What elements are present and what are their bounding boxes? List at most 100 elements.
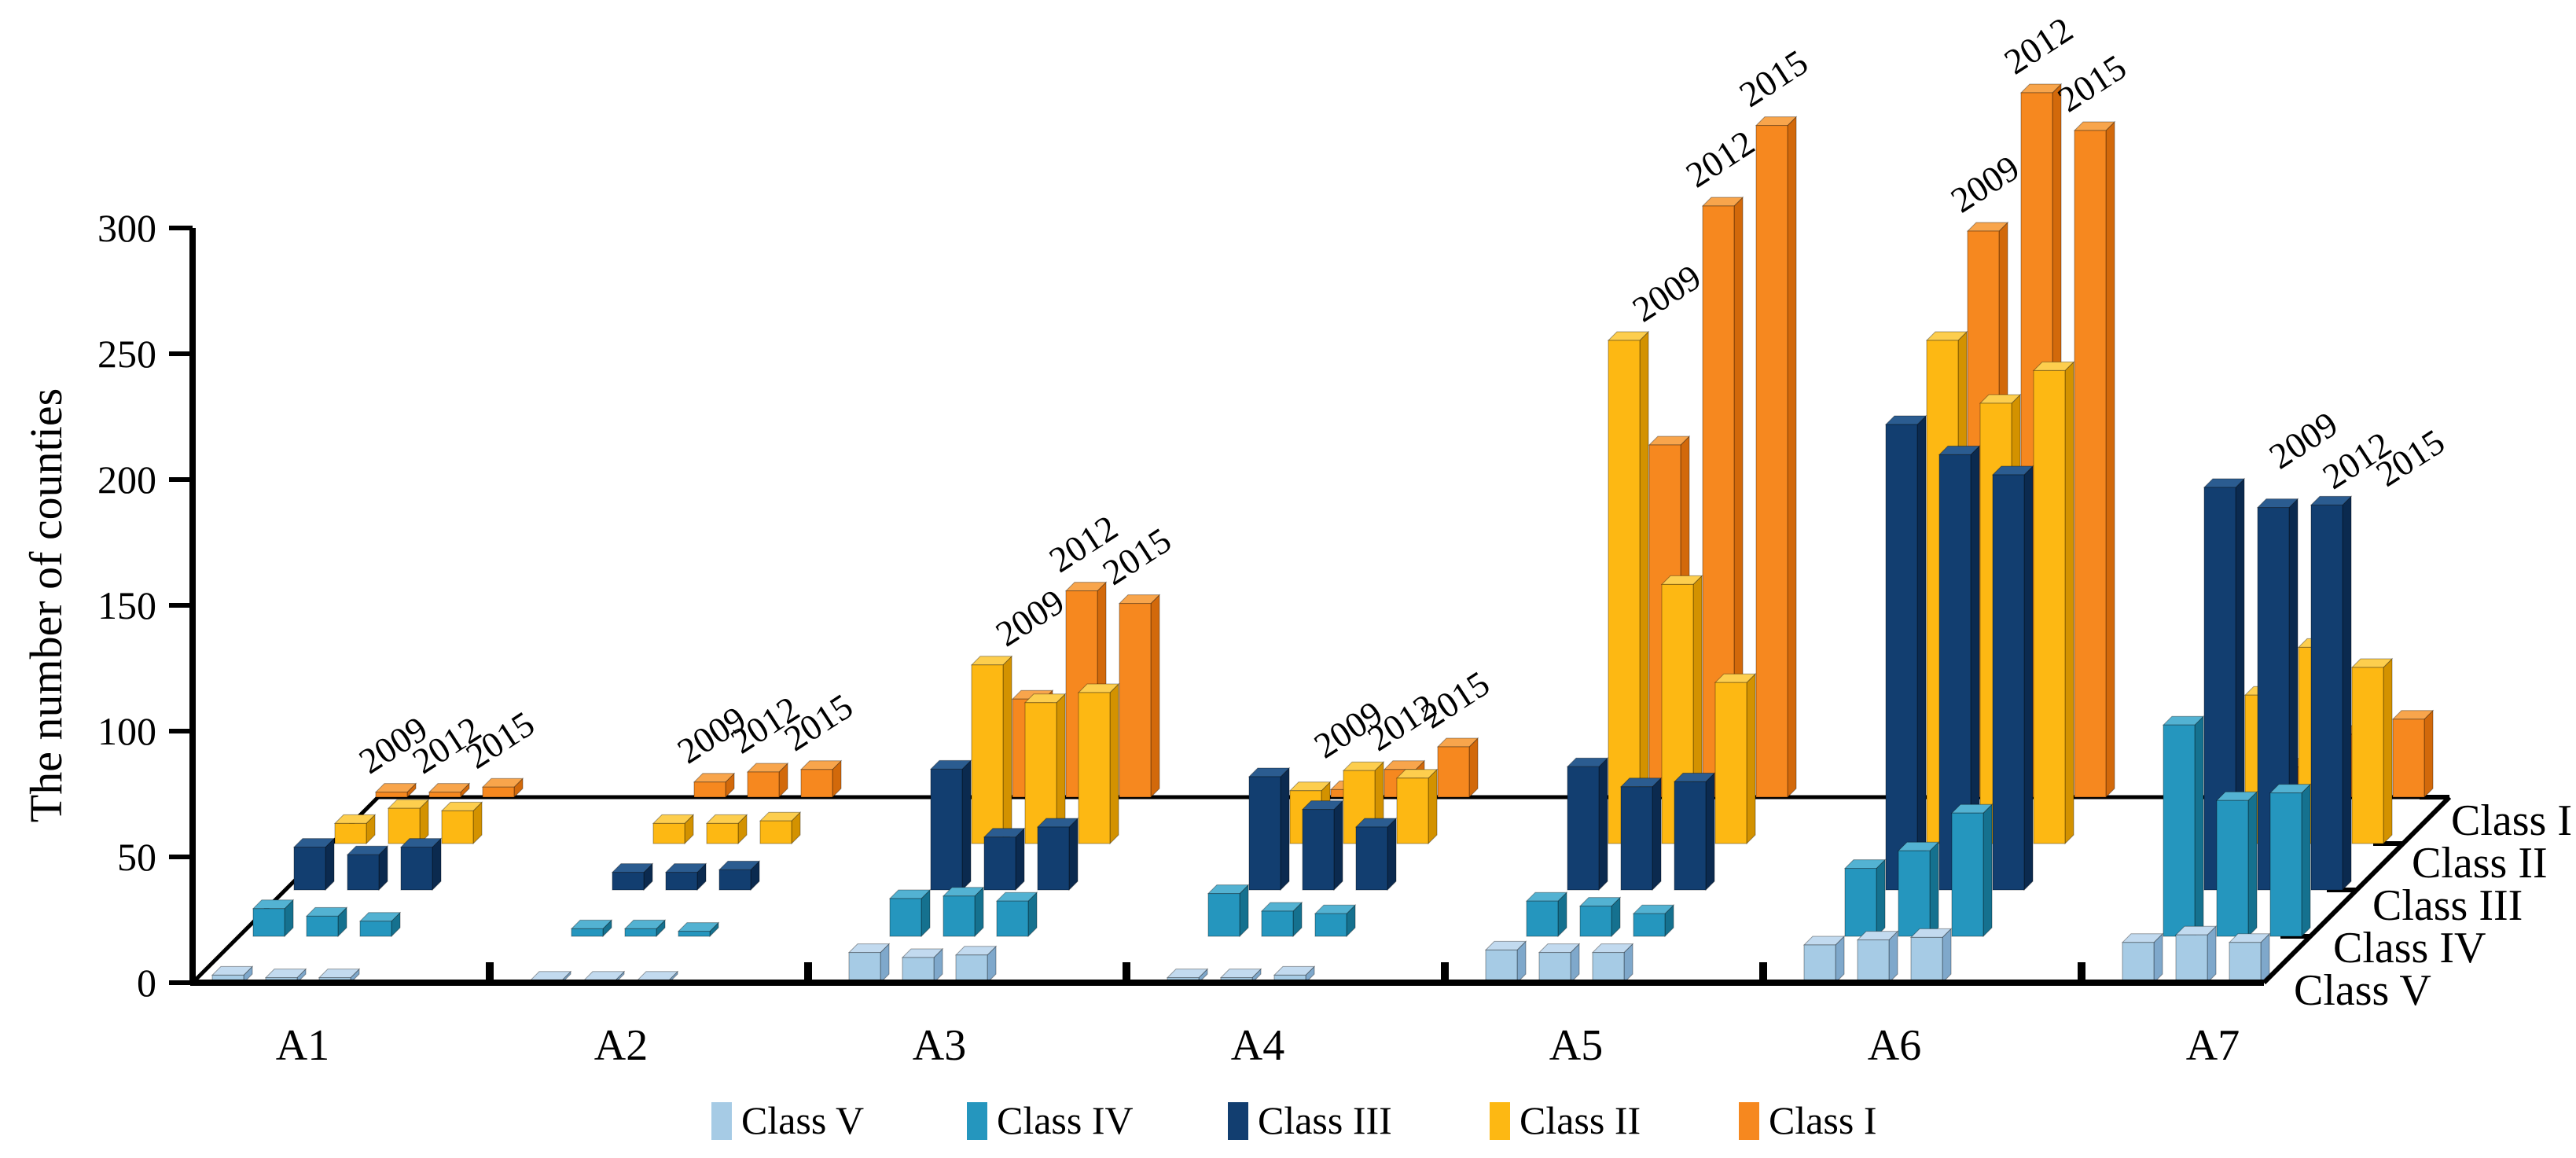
bar-front-face xyxy=(1437,746,1470,798)
bar-front-face xyxy=(2310,504,2343,891)
bar-front-face xyxy=(983,836,1016,891)
bar-A4-classv-2015 xyxy=(1273,965,1316,984)
bar-side-face xyxy=(2247,790,2258,938)
year-label-A6-2012: 2012 xyxy=(1997,9,2080,83)
legend-item-classv: Class V xyxy=(711,1098,864,1142)
bar-front-face xyxy=(1620,786,1653,891)
group-separator-tick xyxy=(1759,962,1767,983)
bar-front-face xyxy=(1207,893,1240,937)
legend-item-classi: Class I xyxy=(1739,1098,1877,1142)
bar-A5-classiii-2012 xyxy=(1619,777,1663,891)
bar-A2-classiv-2012 xyxy=(623,919,667,938)
bar-front-face xyxy=(678,931,711,937)
bar-side-face xyxy=(1109,682,1119,845)
bar-front-face xyxy=(2122,942,2155,983)
bar-front-face xyxy=(1396,778,1429,844)
bar-A7-classiv-2012 xyxy=(2215,790,2258,938)
bar-front-face xyxy=(1844,868,1877,937)
bar-A2-classiii-2015 xyxy=(718,860,761,891)
bar-A3-classv-2009 xyxy=(847,943,891,984)
group-label-A1: A1 xyxy=(276,1021,329,1070)
bar-side-face xyxy=(1002,655,1012,845)
group-label-A7: A7 xyxy=(2186,1021,2240,1070)
bar-A3-classiv-2015 xyxy=(995,891,1038,938)
group-separator-tick xyxy=(1441,962,1449,983)
bar-A7-classiv-2009 xyxy=(2162,715,2205,938)
bar-A2-classi-2015 xyxy=(799,759,843,799)
bar-side-face xyxy=(1705,772,1715,891)
bar-front-face xyxy=(1355,826,1388,891)
bar-A5-classii-2009 xyxy=(1607,330,1650,845)
bar-A3-classiv-2009 xyxy=(888,888,932,938)
bar-A3-classi-2015 xyxy=(1118,594,1161,799)
bar-A4-classiii-2012 xyxy=(1301,800,1344,891)
y-tick-label: 250 xyxy=(97,332,156,376)
group-label-A3: A3 xyxy=(913,1021,966,1070)
bar-A1-classi-2009 xyxy=(374,782,417,799)
bar-A3-classii-2015 xyxy=(1077,682,1120,845)
bar-A5-classii-2015 xyxy=(1714,672,1757,845)
bar-front-face xyxy=(2351,667,2384,844)
legend-label: Class I xyxy=(1769,1098,1877,1142)
bar-front-face xyxy=(1898,850,1931,937)
y-tick-label: 0 xyxy=(137,961,156,1005)
bar-front-face xyxy=(1314,913,1347,937)
bar-front-face xyxy=(747,771,780,798)
bar-A4-classiv-2009 xyxy=(1207,884,1250,938)
bars-layer xyxy=(211,83,2435,984)
group-label-A6: A6 xyxy=(1868,1021,1921,1070)
bar-side-face xyxy=(1150,594,1160,799)
bar-side-face xyxy=(1333,800,1343,891)
bar-A1-classii-2009 xyxy=(333,814,377,845)
bar-A2-classi-2009 xyxy=(693,772,736,799)
year-label-A5-2009: 2009 xyxy=(1626,257,1708,330)
y-tick-label: 100 xyxy=(97,709,156,753)
group-label-A5: A5 xyxy=(1549,1021,1603,1070)
bar-front-face xyxy=(1302,809,1335,891)
bar-front-face xyxy=(1608,340,1641,844)
legend-swatch xyxy=(711,1102,732,1140)
group-label-A4: A4 xyxy=(1231,1021,1284,1070)
bar-side-face xyxy=(2423,709,2434,799)
bar-A6-classv-2012 xyxy=(1856,930,1899,984)
bar-front-face xyxy=(347,854,380,891)
bar-front-face xyxy=(706,822,739,844)
depth-label-classv: Class V xyxy=(2294,966,2431,1015)
bar-front-face xyxy=(2392,719,2425,798)
bar-front-face xyxy=(2175,934,2208,983)
legend-swatch xyxy=(1739,1102,1759,1140)
bar-A3-classii-2009 xyxy=(970,655,1013,845)
bar-front-face xyxy=(1248,776,1281,891)
bar-front-face xyxy=(902,957,935,983)
bar-front-face xyxy=(306,915,339,937)
bar-side-face xyxy=(2383,657,2393,845)
legend-swatch xyxy=(1228,1102,1248,1140)
year-label-A5-2015: 2015 xyxy=(1733,42,1815,115)
legend-label: Class IV xyxy=(997,1098,1134,1142)
bar-A1-classi-2012 xyxy=(428,782,471,799)
bar-front-face xyxy=(252,908,285,937)
bar-front-face xyxy=(930,768,963,891)
bar-front-face xyxy=(1592,952,1625,983)
bar-A6-classiii-2015 xyxy=(1991,465,2034,891)
bar-A5-classiv-2012 xyxy=(1578,896,1622,938)
bar-A1-classiii-2015 xyxy=(399,837,443,891)
bar-front-face xyxy=(1579,906,1612,937)
bar-A6-classv-2015 xyxy=(1909,928,1953,984)
bar-front-face xyxy=(1567,766,1600,891)
bar-front-face xyxy=(1714,682,1747,844)
bar-side-face xyxy=(1746,672,1756,845)
bar-A5-classi-2015 xyxy=(1755,116,1798,799)
bar-A5-classiv-2015 xyxy=(1632,903,1675,938)
bar-front-face xyxy=(1674,781,1707,891)
bar-front-face xyxy=(293,847,326,891)
bar-A4-classiv-2015 xyxy=(1314,903,1357,938)
bar-A1-classiii-2009 xyxy=(292,837,336,891)
year-label-A5-2012: 2012 xyxy=(1679,123,1762,196)
bar-front-face xyxy=(652,822,685,844)
bar-front-face xyxy=(2033,369,2066,844)
bar-side-face xyxy=(2064,361,2074,845)
bar-A7-classv-2015 xyxy=(2228,932,2271,984)
bar-front-face xyxy=(359,921,392,937)
